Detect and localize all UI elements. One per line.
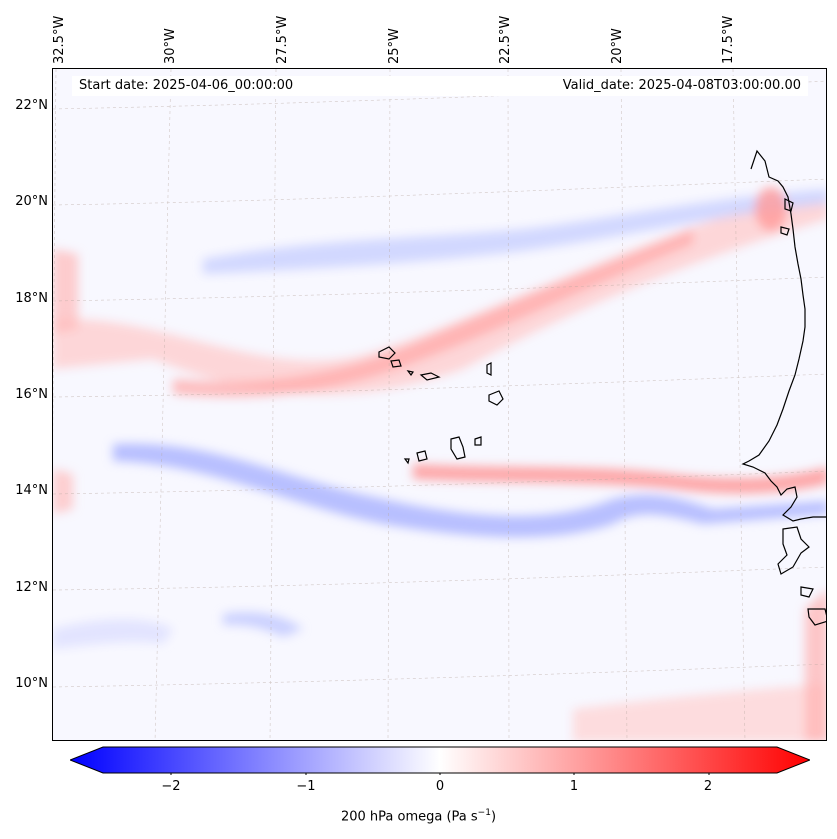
start-date-text: Start date: 2025-04-06_00:00:00 <box>79 78 294 93</box>
lat-label-22n: 22°N <box>15 98 48 113</box>
west-africa-coast <box>741 149 826 522</box>
cb-tick-neg1: −1 <box>296 779 316 794</box>
negative-band-main <box>113 443 826 538</box>
coast-islet-c <box>780 226 790 236</box>
lat-label-18n: 18°N <box>15 291 48 306</box>
lat-label-16n: 16°N <box>15 387 48 402</box>
lon-label-25w: 25°W <box>387 28 402 64</box>
island-sal <box>486 362 492 376</box>
cb-tick-neg2: −2 <box>161 779 181 794</box>
coast-islet-a <box>800 586 814 598</box>
coast-islet-b <box>784 198 794 212</box>
colorbar <box>70 746 810 775</box>
lat-label-20n: 20°N <box>15 194 48 209</box>
lon-label-27-5w: 27.5°W <box>275 15 290 64</box>
positive-edge-west-low <box>53 469 73 514</box>
positive-edge-east <box>805 590 826 740</box>
lon-label-17-5w: 17.5°W <box>721 15 736 64</box>
positive-blob-coast <box>755 187 787 231</box>
cb-tick-0: 0 <box>435 779 445 794</box>
valid-date-text: Valid_date: 2025-04-08T03:00:00.00 <box>562 78 801 93</box>
colorbar-ticks <box>170 773 710 775</box>
island-santa-luzia <box>406 370 414 377</box>
island-fogo <box>416 450 428 462</box>
omega-field-map <box>53 69 826 740</box>
positive-edge-west <box>53 249 78 334</box>
island-sao-vicente <box>390 359 402 368</box>
coast-islands-south <box>777 526 810 575</box>
colorbar-label: 200 hPa omega (Pa s−1) <box>0 808 837 824</box>
lon-label-32-5w: 32.5°W <box>52 15 67 64</box>
date-header-band <box>72 76 808 96</box>
island-brava <box>403 458 410 465</box>
island-boa-vista <box>488 390 504 406</box>
positive-patch-south <box>573 684 826 740</box>
colorbar-label-main: 200 hPa omega (Pa s <box>340 809 478 825</box>
island-santiago <box>450 436 466 460</box>
island-maio <box>474 436 482 446</box>
negative-patch-sw <box>53 619 173 649</box>
colorbar-label-exp: −1 <box>477 808 491 818</box>
gridlines <box>53 69 826 740</box>
island-sao-nicolau <box>419 372 441 381</box>
negative-wisps-south <box>223 612 303 637</box>
coast-inlet-south <box>807 608 826 626</box>
colorbar-body <box>70 746 810 774</box>
island-santo-antao <box>378 346 396 360</box>
lon-label-20w: 20°W <box>610 28 625 64</box>
cabo-verde-islands <box>378 346 504 465</box>
negative-band-north <box>203 189 826 274</box>
coastline <box>741 149 826 626</box>
lat-label-12n: 12°N <box>15 580 48 595</box>
lat-label-10n: 10°N <box>15 676 48 691</box>
cb-tick-1: 1 <box>569 779 579 794</box>
map-background <box>53 69 826 740</box>
colorbar-label-close: ) <box>490 809 497 825</box>
lon-label-30w: 30°W <box>163 28 178 64</box>
lon-label-22-5w: 22.5°W <box>498 15 513 64</box>
map-panel <box>52 68 827 741</box>
cb-tick-2: 2 <box>703 779 713 794</box>
positive-band-north <box>53 199 826 395</box>
lat-label-14n: 14°N <box>15 483 48 498</box>
